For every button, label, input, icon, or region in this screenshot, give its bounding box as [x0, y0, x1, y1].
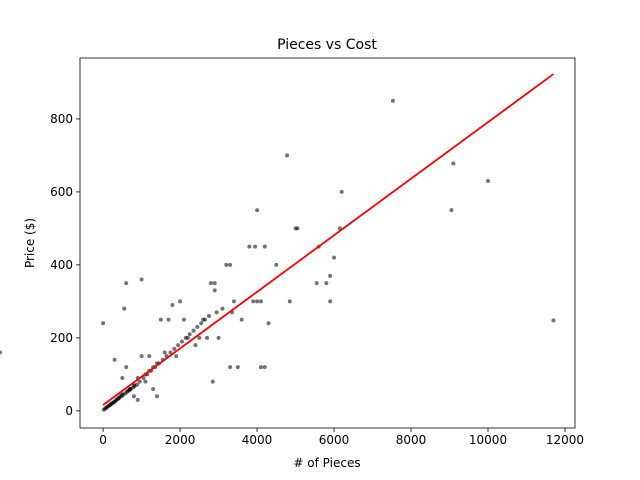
data-point	[151, 386, 156, 391]
x-tick-label: 12000	[546, 433, 584, 447]
data-point	[208, 281, 213, 286]
data-point	[191, 328, 196, 333]
data-point	[339, 189, 344, 194]
data-point	[0, 350, 2, 355]
data-point	[176, 343, 181, 348]
data-point	[324, 281, 329, 286]
data-point	[258, 365, 263, 370]
data-point	[120, 376, 125, 381]
data-point	[101, 321, 106, 326]
data-point	[247, 244, 252, 249]
data-point	[253, 244, 258, 249]
data-point	[451, 161, 456, 166]
data-point	[258, 299, 263, 304]
data-point	[328, 273, 333, 278]
data-point	[162, 350, 167, 355]
data-point	[287, 299, 292, 304]
plot-frame	[79, 57, 576, 429]
x-tick-label: 8000	[396, 433, 427, 447]
data-point	[239, 317, 244, 322]
x-tick-label: 2000	[165, 433, 196, 447]
data-point	[181, 317, 186, 322]
data-point	[216, 335, 221, 340]
data-point	[174, 354, 179, 359]
data-point	[285, 153, 290, 158]
data-point	[235, 365, 240, 370]
data-point	[158, 317, 163, 322]
data-point	[228, 365, 233, 370]
data-point	[266, 321, 271, 326]
data-point	[551, 318, 556, 323]
data-point	[135, 397, 140, 402]
data-point	[195, 324, 200, 329]
data-point	[166, 317, 171, 322]
x-tick-label: 4000	[242, 433, 273, 447]
data-point	[172, 346, 177, 351]
y-tick-label: 600	[50, 185, 73, 199]
data-point	[314, 281, 319, 286]
data-point	[262, 244, 267, 249]
data-point	[168, 350, 173, 355]
data-point	[122, 306, 127, 311]
data-point	[193, 343, 198, 348]
data-point	[206, 313, 211, 318]
data-point	[134, 382, 139, 387]
data-point	[128, 386, 133, 391]
data-point	[112, 357, 117, 362]
data-point	[154, 394, 159, 399]
y-tick-label: 200	[50, 331, 73, 345]
data-point	[231, 299, 236, 304]
data-point	[178, 299, 183, 304]
data-point	[170, 303, 175, 308]
y-tick-label: 400	[50, 258, 73, 272]
y-tick-label: 0	[65, 404, 73, 418]
x-tick-label: 0	[99, 433, 107, 447]
data-point	[147, 354, 152, 359]
data-point	[220, 306, 225, 311]
data-point	[293, 226, 298, 231]
data-point	[332, 255, 337, 260]
data-point	[203, 317, 208, 322]
data-point	[262, 365, 267, 370]
data-point	[274, 262, 279, 267]
data-point	[255, 208, 260, 213]
data-point	[139, 354, 144, 359]
data-point	[212, 281, 217, 286]
fit-line	[102, 73, 554, 406]
data-point	[199, 321, 204, 326]
data-point	[210, 379, 215, 384]
data-point	[139, 277, 144, 282]
data-point	[180, 339, 185, 344]
data-point	[449, 208, 454, 213]
chart-title: Pieces vs Cost	[277, 37, 377, 53]
y-tick-label: 800	[50, 112, 73, 126]
data-point	[124, 281, 129, 286]
data-point	[143, 379, 148, 384]
data-point	[212, 288, 217, 293]
data-point	[224, 262, 229, 267]
data-point	[197, 335, 202, 340]
data-point	[205, 335, 210, 340]
data-point	[390, 98, 395, 103]
data-point	[251, 299, 256, 304]
data-point	[255, 299, 260, 304]
data-point	[131, 394, 136, 399]
data-point	[228, 262, 233, 267]
data-point	[214, 310, 219, 315]
data-point	[486, 178, 491, 183]
data-point	[124, 365, 129, 370]
x-tick-label: 6000	[319, 433, 350, 447]
data-point	[137, 379, 142, 384]
x-axis-label: # of Pieces	[293, 456, 360, 470]
data-point	[328, 299, 333, 304]
data-point	[183, 335, 188, 340]
y-axis-label: Price ($)	[23, 218, 37, 268]
data-point	[187, 332, 192, 337]
x-tick-label: 10000	[469, 433, 507, 447]
